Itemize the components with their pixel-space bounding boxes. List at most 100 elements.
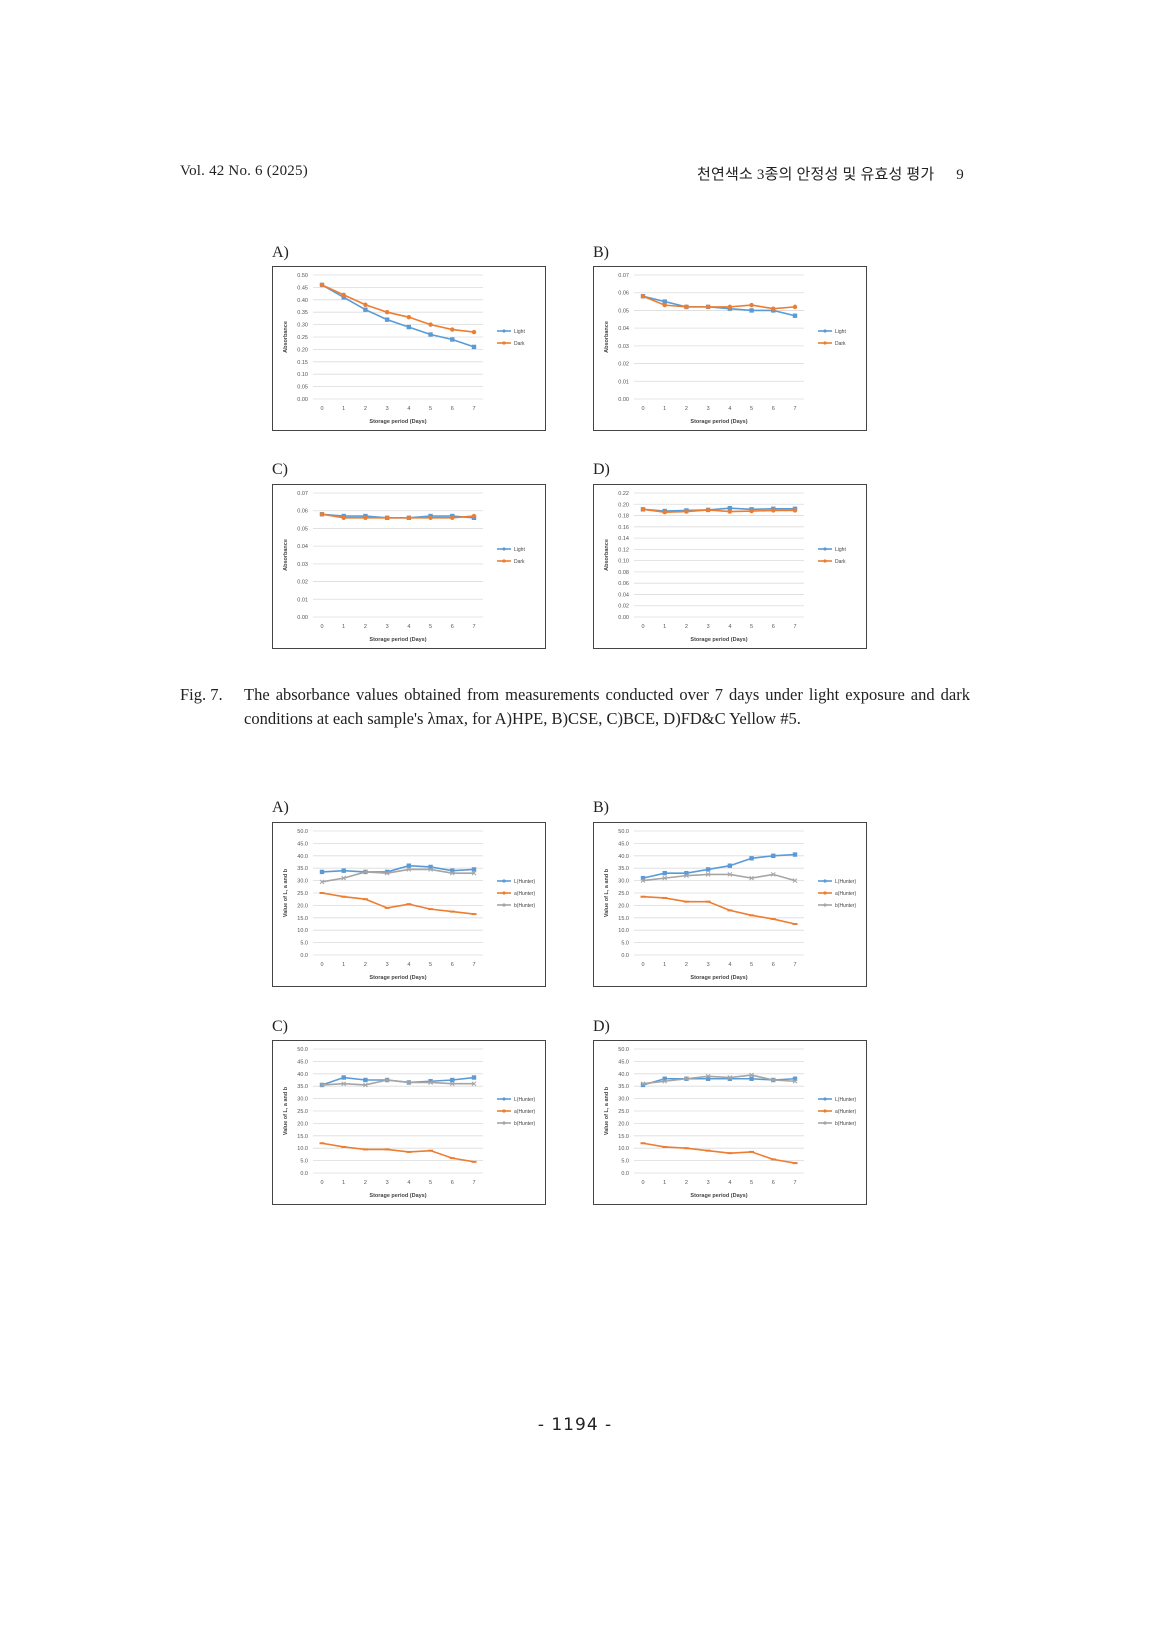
y-tick-label: 0.02 — [618, 604, 629, 610]
legend-label: L(Hunter) — [514, 879, 535, 885]
y-tick-label: 0.01 — [618, 379, 629, 385]
legend-label: a(Hunter) — [514, 891, 535, 897]
x-tick-label: 0 — [320, 624, 323, 630]
x-tick-label: 2 — [685, 1180, 688, 1186]
data-point — [640, 1142, 646, 1145]
series-line-ahunter — [321, 1142, 475, 1163]
y-tick-label: 30.0 — [618, 1097, 629, 1103]
fig7-caption: Fig. 7. The absorbance values obtained f… — [180, 683, 970, 731]
y-tick-label: 15.0 — [297, 916, 308, 922]
legend-marker — [502, 903, 506, 907]
y-tick-label: 45.0 — [618, 1059, 629, 1065]
x-tick-label: 2 — [685, 624, 688, 630]
x-tick-label: 0 — [641, 406, 644, 412]
fig8-chart-c: 0.0 5.0 10.0 15.0 20.0 25.0 30.0 35.0 40.0 45.0 50… — [272, 1040, 546, 1205]
y-tick-label: 50.0 — [297, 1047, 308, 1053]
x-tick-label: 7 — [793, 406, 796, 412]
legend-marker — [823, 329, 827, 333]
data-point — [363, 869, 368, 875]
data-point — [319, 282, 325, 288]
legend-label: b(Hunter) — [835, 903, 856, 909]
series-line-ahunter — [642, 895, 796, 925]
data-point — [749, 508, 754, 514]
series-line-bhunter — [642, 873, 796, 882]
y-tick-label: 10.0 — [297, 1146, 308, 1152]
data-point — [705, 872, 711, 877]
data-point — [705, 900, 711, 903]
x-tick-label: 5 — [750, 1180, 753, 1186]
data-point — [727, 304, 733, 310]
data-point — [770, 918, 776, 921]
x-tick-label: 0 — [641, 1180, 644, 1186]
fig8C-svg: 0.05.010.015.020.025.030.035.040.045.050… — [283, 1047, 535, 1199]
data-point — [662, 302, 667, 308]
data-point — [428, 1079, 433, 1084]
series-line-ahunter — [642, 1142, 796, 1164]
y-tick-label: 45.0 — [297, 841, 308, 847]
legend-marker — [502, 1109, 506, 1113]
series-line-lhunter — [321, 864, 475, 873]
x-tick-label: 5 — [750, 962, 753, 968]
data-point — [792, 1078, 798, 1084]
x-tick-label: 1 — [663, 406, 666, 412]
page-number: - 1194 - — [537, 1415, 613, 1435]
data-point — [471, 867, 477, 872]
data-point — [450, 515, 455, 520]
y-tick-label: 0.00 — [618, 397, 629, 403]
data-point — [640, 507, 646, 512]
x-tick-label: 7 — [472, 962, 475, 968]
x-tick-label: 4 — [728, 406, 731, 412]
fig7-panel-b-label: B) — [593, 244, 609, 261]
data-point — [428, 322, 433, 327]
y-tick-label: 0.04 — [618, 326, 629, 332]
data-point — [727, 509, 733, 514]
y-tick-label: 35.0 — [297, 1084, 308, 1090]
x-tick-label: 3 — [707, 406, 710, 412]
y-tick-label: 0.0 — [621, 1171, 629, 1177]
x-tick-label: 2 — [364, 1180, 367, 1186]
x-tick-label: 5 — [429, 1180, 432, 1186]
x-axis-title: Storage period (Days) — [369, 419, 426, 425]
x-tick-label: 1 — [342, 1180, 345, 1186]
data-point — [406, 515, 412, 520]
y-tick-label: 5.0 — [300, 941, 308, 947]
y-tick-label: 15.0 — [297, 1134, 308, 1140]
y-tick-label: 0.10 — [618, 559, 629, 565]
data-point — [727, 1076, 733, 1081]
data-point — [705, 1073, 711, 1079]
data-point — [471, 329, 477, 335]
x-axis-title: Storage period (Days) — [690, 419, 747, 425]
x-tick-label: 0 — [641, 624, 644, 630]
legend-label: a(Hunter) — [835, 891, 856, 897]
y-axis-title: Absorbance — [604, 539, 610, 571]
x-axis-title: Storage period (Days) — [690, 637, 747, 643]
data-point — [727, 1075, 733, 1080]
y-tick-label: 0.02 — [297, 580, 308, 586]
data-point — [362, 898, 368, 901]
x-tick-label: 3 — [707, 962, 710, 968]
data-point — [749, 308, 754, 313]
data-point — [319, 512, 325, 517]
legend-label: Dark — [514, 559, 525, 565]
data-point — [428, 908, 434, 911]
x-tick-label: 0 — [320, 1180, 323, 1186]
y-tick-label: 0.30 — [297, 323, 308, 329]
x-tick-label: 4 — [728, 624, 731, 630]
y-tick-label: 0.08 — [618, 570, 629, 576]
x-tick-label: 4 — [407, 962, 410, 968]
fig7-chart-a: 0.00 0.05 0.10 0.15 0.20 0.25 0.30 0.35 0.40 0.45… — [272, 266, 546, 431]
x-tick-label: 6 — [451, 962, 454, 968]
y-tick-label: 0.15 — [297, 360, 308, 366]
legend-label: L(Hunter) — [514, 1097, 535, 1103]
y-tick-label: 35.0 — [618, 866, 629, 872]
data-point — [471, 913, 477, 916]
data-point — [406, 1080, 412, 1085]
data-point — [341, 295, 346, 300]
legend-label: Light — [835, 547, 846, 553]
data-point — [384, 869, 390, 875]
data-point — [792, 304, 798, 310]
y-tick-label: 0.05 — [618, 308, 629, 314]
data-point — [471, 344, 477, 350]
data-point — [341, 292, 346, 298]
series-line-bhunter — [321, 1079, 474, 1086]
